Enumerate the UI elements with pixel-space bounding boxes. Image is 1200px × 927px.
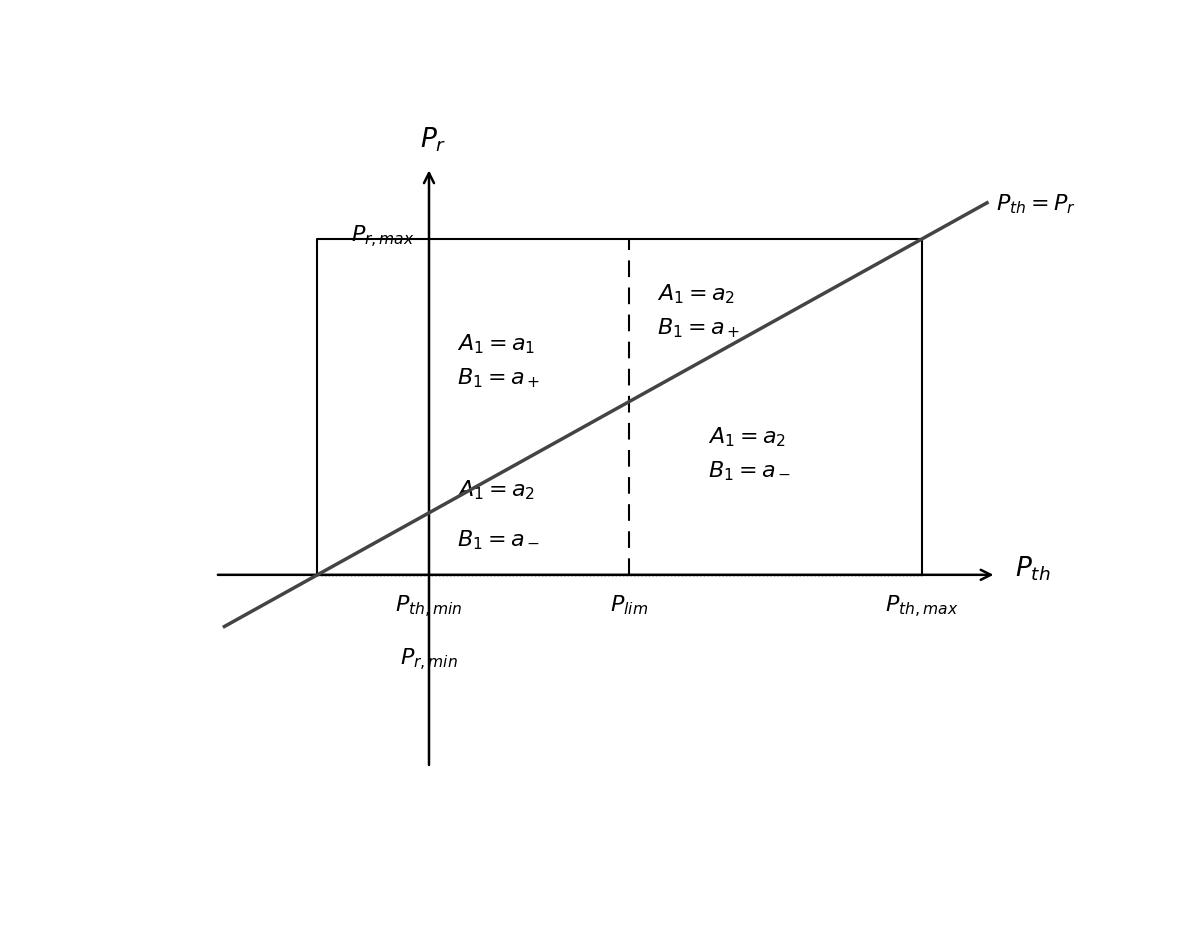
Text: $A_1=a_2$
$B_1=a_+$: $A_1=a_2$ $B_1=a_+$ xyxy=(656,282,740,340)
Text: $A_1=a_2$: $A_1=a_2$ xyxy=(457,477,535,502)
Text: $P_{lim}$: $P_{lim}$ xyxy=(610,593,648,616)
Text: $P_{r,min}$: $P_{r,min}$ xyxy=(400,647,458,673)
Text: $P_{th,max}$: $P_{th,max}$ xyxy=(886,593,959,619)
Text: $A_1=a_1$
$B_1=a_+$: $A_1=a_1$ $B_1=a_+$ xyxy=(457,332,540,390)
Text: $A_1=a_2$
$B_1=a_-$: $A_1=a_2$ $B_1=a_-$ xyxy=(708,425,791,483)
Text: $P_{th}=P_r$: $P_{th}=P_r$ xyxy=(996,192,1076,215)
Text: $P_{th,min}$: $P_{th,min}$ xyxy=(395,593,463,619)
Text: $P_{r,max}$: $P_{r,max}$ xyxy=(352,223,415,249)
Text: $P_{th}$: $P_{th}$ xyxy=(1015,553,1050,582)
Text: $B_1=a_-$: $B_1=a_-$ xyxy=(457,527,540,552)
Text: $P_r$: $P_r$ xyxy=(420,125,446,154)
